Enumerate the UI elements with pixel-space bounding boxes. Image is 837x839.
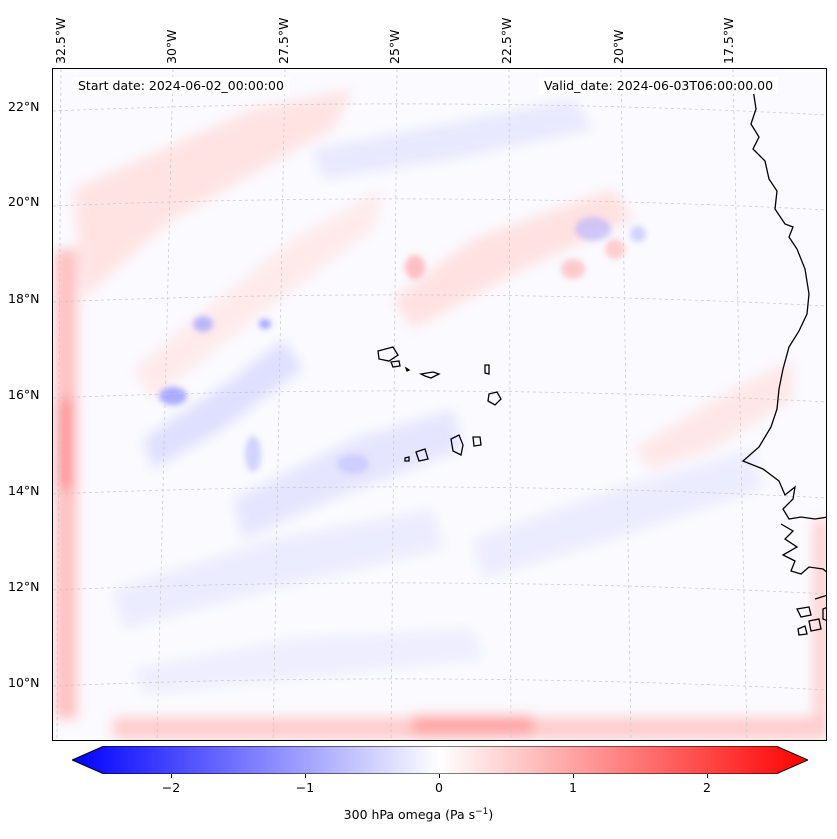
colorbar-tick-label: −1 xyxy=(295,780,315,795)
colorbar-units: Pa s xyxy=(450,807,476,823)
island-brava xyxy=(404,456,410,462)
lon-label-17-5w: 17.5°W xyxy=(721,17,736,64)
colorbar-tick-mark xyxy=(707,774,708,778)
senegal-gambia-coast xyxy=(780,523,826,575)
island-santiago xyxy=(450,434,464,456)
lat-label-20n: 20°N xyxy=(8,194,40,209)
omega-small-features xyxy=(159,217,646,474)
lat-label-18n: 18°N xyxy=(8,291,40,306)
west-africa-coastline xyxy=(741,88,826,520)
colorbar-tick-mark xyxy=(305,774,306,778)
lon-label-25w: 25°W xyxy=(387,29,402,64)
colorbar-graphic xyxy=(70,745,810,775)
lat-label-12n: 12°N xyxy=(8,579,40,594)
island-sao-vicente xyxy=(390,360,401,368)
colorbar-variable: 300 hPa omega xyxy=(343,807,442,823)
lon-label-22-5w: 22.5°W xyxy=(499,17,514,64)
island-santo-antao xyxy=(377,346,399,362)
lon-label-32-5w: 32.5°W xyxy=(53,17,68,64)
colorbar-tick-mark xyxy=(573,774,574,778)
lon-label-30w: 30°W xyxy=(164,29,179,64)
colorbar-tick-label: 1 xyxy=(569,780,577,795)
guinea-bissau-islands xyxy=(796,594,826,632)
colorbar-tick-label: 0 xyxy=(435,780,443,795)
graticule xyxy=(53,69,826,740)
colorbar-tick-label: −2 xyxy=(161,780,181,795)
island-maio xyxy=(472,436,482,447)
lon-label-20w: 20°W xyxy=(611,29,626,64)
colorbar-tick-mark xyxy=(439,774,440,778)
omega-field xyxy=(53,69,826,740)
start-date-label: Start date: 2024-06-02_00:00:00 xyxy=(73,77,289,94)
lat-label-22n: 22°N xyxy=(8,99,40,114)
colorbar-tick-mark xyxy=(171,774,172,778)
lat-label-14n: 14°N xyxy=(8,483,40,498)
island-sao-nicolau xyxy=(418,371,441,379)
lat-label-16n: 16°N xyxy=(8,387,40,402)
colorbar-title: 300 hPa omega (Pa s−1) xyxy=(343,807,494,823)
omega-field-map xyxy=(53,69,826,740)
map-panel xyxy=(52,68,827,741)
island-fogo xyxy=(415,448,429,462)
lat-label-10n: 10°N xyxy=(8,675,40,690)
colorbar-units-exponent: −1 xyxy=(475,807,489,817)
bissagos-small xyxy=(797,625,808,636)
valid-date-label: Valid_date: 2024-06-03T06:00:00.00 xyxy=(539,77,779,94)
colorbar xyxy=(70,745,810,775)
island-sal xyxy=(484,364,490,375)
lon-label-27-5w: 27.5°W xyxy=(276,17,291,64)
coastline xyxy=(377,88,826,636)
island-boa-vista xyxy=(487,391,502,406)
island-santa-luzia xyxy=(404,366,411,372)
colorbar-tick-label: 2 xyxy=(703,780,711,795)
